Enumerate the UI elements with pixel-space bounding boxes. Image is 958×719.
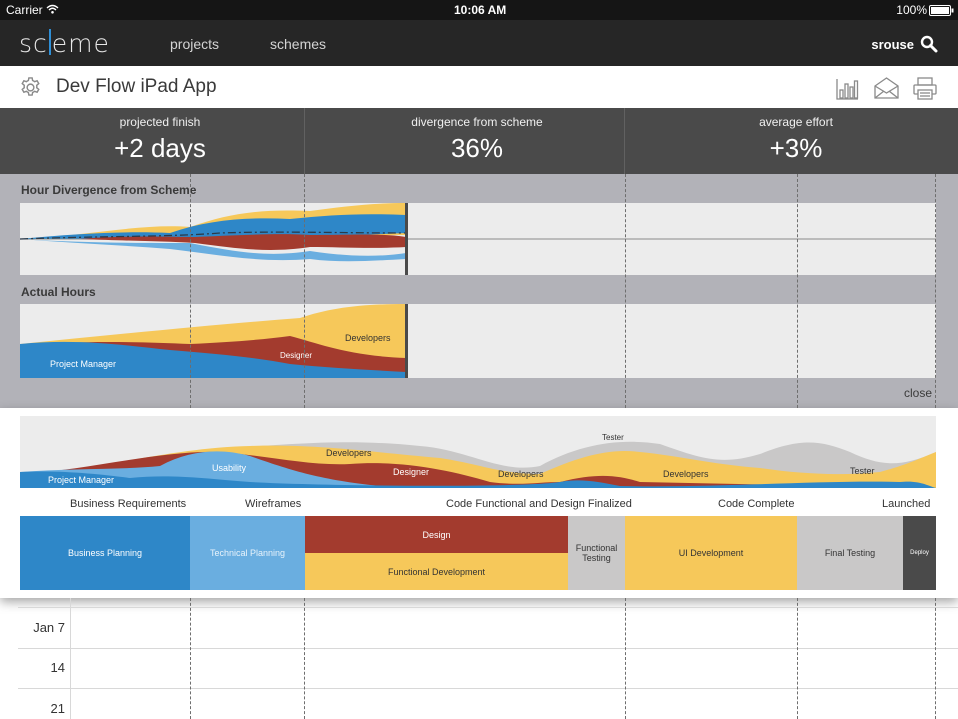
stat-average-effort: average effort +3% xyxy=(636,108,956,164)
calendar-row-label: 21 xyxy=(50,701,65,716)
stat-label: projected finish xyxy=(119,115,201,129)
timeline-card: Project Manager Usability Developers Des… xyxy=(0,408,958,598)
stat-value: 36% xyxy=(450,133,504,163)
divider xyxy=(304,108,305,174)
milestone-line xyxy=(935,598,936,719)
nav-schemes[interactable]: schemes xyxy=(270,36,327,52)
stats-bar: projected finish +2 days divergence from… xyxy=(0,108,958,174)
actual-pm-area xyxy=(20,341,406,378)
stream-label-tester-2: Tester xyxy=(850,466,875,476)
milestone-business-requirements: Business Requirements xyxy=(70,498,187,510)
calendar-row-label: 14 xyxy=(50,660,65,675)
nav-bar: sc eme projects schemes srouse xyxy=(0,20,958,66)
milestone-line xyxy=(190,174,191,408)
stat-projected-finish: projected finish +2 days xyxy=(0,108,320,164)
print-icon[interactable] xyxy=(913,77,937,100)
milestone-code-functional: Code Functional and Design Finalized xyxy=(446,498,632,510)
phase-ui-development[interactable]: UI Development xyxy=(625,516,797,590)
milestone-line xyxy=(304,598,305,719)
stream-project-manager xyxy=(20,471,936,488)
stream-label-developers-3: Developers xyxy=(663,469,709,479)
phase-functional-testing[interactable]: Functional Testing xyxy=(568,516,625,590)
milestone-code-complete: Code Complete xyxy=(718,498,795,510)
phase-deploy[interactable]: Deploy xyxy=(903,516,936,590)
phase-final-testing[interactable]: Final Testing xyxy=(797,516,903,590)
page-title: Dev Flow iPad App xyxy=(56,76,217,97)
stream-label-developers-1: Developers xyxy=(326,448,372,458)
milestone-line xyxy=(304,174,305,408)
mail-icon[interactable] xyxy=(874,77,899,99)
calendar-row-label: Jan 7 xyxy=(33,620,65,635)
calendar-gridline xyxy=(18,648,958,649)
milestone-line xyxy=(190,598,191,719)
milestone-line xyxy=(625,598,626,719)
divergence-chart xyxy=(19,203,936,275)
milestone-wireframes: Wireframes xyxy=(245,498,302,510)
calendar-gridline xyxy=(18,607,958,608)
stat-label: divergence from scheme xyxy=(411,115,543,129)
milestone-line xyxy=(797,598,798,719)
search-icon[interactable] xyxy=(920,35,938,53)
phase-technical-planning[interactable]: Technical Planning xyxy=(190,516,305,590)
stat-value: +3% xyxy=(769,133,823,163)
stat-value: +2 days xyxy=(114,133,206,163)
today-marker xyxy=(405,304,408,378)
stream-label-pm: Project Manager xyxy=(48,475,114,485)
calendar-axis xyxy=(70,598,71,719)
stream-label-usability: Usability xyxy=(212,463,247,473)
milestone-launched: Launched xyxy=(882,498,931,510)
phase-design[interactable]: Design xyxy=(305,516,568,553)
status-bar: Carrier 10:06 AM 100% xyxy=(0,0,958,20)
stat-divergence: divergence from scheme 36% xyxy=(317,108,637,164)
today-marker xyxy=(405,203,408,275)
divergence-usability-area xyxy=(20,239,406,262)
chart-icon[interactable] xyxy=(836,78,859,100)
app-logo[interactable]: sc eme xyxy=(19,29,110,58)
stream-label-tester-1: Tester xyxy=(602,433,624,442)
stream-label-designer: Designer xyxy=(393,467,429,477)
actual-hours-title: Actual Hours xyxy=(21,285,96,299)
milestone-line xyxy=(935,174,936,408)
actual-label-pm: Project Manager xyxy=(50,359,116,369)
analysis-panel: Hour Divergence from Scheme Actual Hours… xyxy=(0,174,958,408)
battery-label: 100% xyxy=(896,3,927,17)
stream-label-developers-2: Developers xyxy=(498,469,544,479)
milestone-line xyxy=(797,174,798,408)
stat-label: average effort xyxy=(759,115,833,129)
carrier-label: Carrier xyxy=(6,3,43,17)
phase-business-planning[interactable]: Business Planning xyxy=(20,516,190,590)
resource-stream-chart: Project Manager Usability Developers Des… xyxy=(20,416,936,488)
phase-functional-development[interactable]: Functional Development xyxy=(305,553,568,590)
project-header: Dev Flow iPad App xyxy=(0,66,958,108)
divergence-designer-area xyxy=(80,234,406,250)
actual-label-developers: Developers xyxy=(345,333,391,343)
battery-icon xyxy=(929,5,954,16)
gear-icon[interactable] xyxy=(19,76,42,99)
divergence-title: Hour Divergence from Scheme xyxy=(21,183,197,197)
wifi-icon xyxy=(46,4,59,14)
milestone-line xyxy=(625,174,626,408)
close-button[interactable]: close xyxy=(903,386,932,400)
nav-projects[interactable]: projects xyxy=(170,36,220,52)
divergence-trend-line xyxy=(19,231,407,240)
calendar-gridline xyxy=(18,688,958,689)
clock: 10:06 AM xyxy=(454,3,507,17)
user-name[interactable]: srouse xyxy=(871,37,914,52)
actual-hours-chart: Project Manager Designer Developers xyxy=(20,304,936,378)
actual-label-designer: Designer xyxy=(280,351,312,360)
divider xyxy=(624,108,625,174)
